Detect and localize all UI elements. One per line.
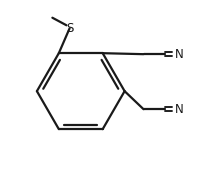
Text: N: N <box>174 48 183 61</box>
Text: N: N <box>174 103 183 116</box>
Text: S: S <box>66 22 73 35</box>
